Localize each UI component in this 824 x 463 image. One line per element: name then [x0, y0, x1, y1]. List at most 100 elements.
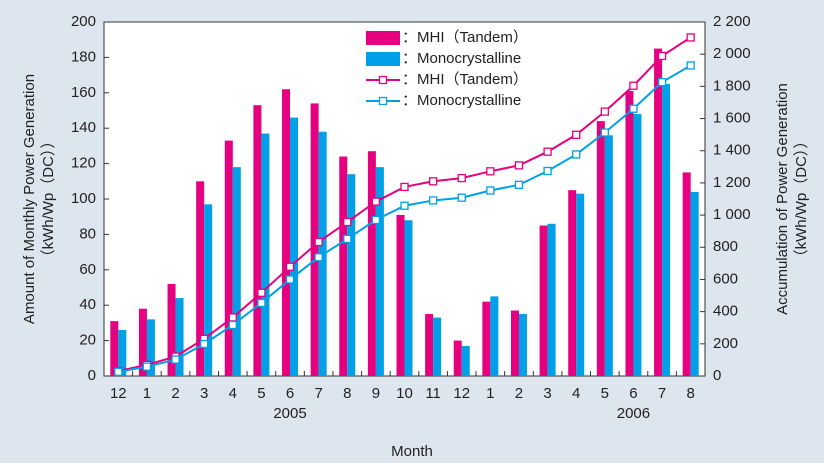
bar: [547, 223, 556, 376]
y-tick-label: 60: [79, 261, 96, 278]
legend-marker: [378, 96, 388, 106]
bar: [224, 140, 233, 376]
legend-swatch: [366, 52, 400, 66]
bar: [433, 317, 442, 376]
x-tick-label: 12: [110, 385, 127, 402]
x-tick-label: 7: [658, 385, 666, 402]
x-tick-label: 10: [396, 385, 413, 402]
y2-tick-label: 200: [713, 335, 738, 352]
y-tick-label: 0: [88, 367, 96, 384]
x-tick-label: 8: [687, 385, 695, 402]
x-tick-label: 6: [629, 385, 637, 402]
y2-tick-label: 1 800: [713, 77, 751, 94]
line-marker: [257, 298, 266, 308]
line-marker: [228, 320, 237, 330]
bar: [568, 190, 577, 376]
line-marker: [371, 215, 381, 225]
y-tick-label: 140: [71, 119, 96, 136]
x-group-label: 2006: [617, 405, 650, 422]
legend-label: ：MHI（Tandem）: [402, 29, 528, 46]
line-marker: [600, 128, 609, 137]
line-marker: [514, 180, 524, 189]
x-tick-label: 5: [601, 385, 609, 402]
line-marker: [543, 147, 552, 156]
bar: [461, 345, 470, 376]
bar: [453, 340, 462, 376]
line-marker: [314, 253, 323, 262]
y-tick-label: 200: [71, 13, 96, 30]
bar: [425, 314, 434, 376]
bar: [396, 214, 405, 376]
x-tick-label: 9: [372, 385, 380, 402]
x-tick-label: 8: [343, 385, 351, 402]
bar: [204, 204, 213, 376]
bar: [282, 89, 291, 376]
legend-label: ：Monocrystalline: [402, 50, 521, 67]
bar: [654, 48, 663, 377]
y2-axis-label: Accumulation of Power Generation: [774, 83, 791, 315]
y-tick-label: 20: [79, 332, 96, 349]
legend-swatch: [366, 31, 400, 45]
line-marker: [228, 313, 237, 322]
y2-tick-label: 800: [713, 238, 738, 255]
bar: [690, 191, 699, 376]
bar: [253, 105, 262, 376]
bar: [482, 301, 491, 376]
line-marker: [657, 78, 667, 87]
bar: [596, 121, 605, 377]
line-marker: [400, 201, 409, 210]
bar: [138, 308, 147, 376]
bar: [146, 319, 155, 376]
y-tick-label: 40: [79, 296, 96, 313]
bar: [604, 135, 613, 376]
x-tick-label: 4: [229, 385, 237, 402]
bar: [175, 298, 184, 376]
line-marker: [543, 166, 552, 176]
bar: [404, 220, 413, 376]
x-tick-label: 11: [425, 385, 441, 402]
bar: [510, 310, 519, 376]
line-marker: [572, 150, 581, 159]
x-tick-label: 7: [314, 385, 322, 402]
x-tick-label: 6: [286, 385, 294, 402]
line-marker: [285, 275, 295, 284]
bar: [662, 83, 671, 376]
bar: [633, 114, 642, 376]
bar: [518, 314, 527, 376]
x-tick-label: 5: [257, 385, 265, 402]
bar: [290, 117, 299, 376]
legend: ：MHI（Tandem） ：Monocrystalline ：MHI（Tandem）…: [362, 27, 560, 117]
y2-tick-label: 2 200: [713, 13, 751, 30]
line-marker: [514, 161, 524, 170]
bar: [118, 329, 127, 376]
line-marker: [285, 262, 295, 271]
line-marker: [428, 196, 438, 205]
legend-label: ：Monocrystalline: [402, 92, 521, 109]
y-tick-label: 120: [71, 155, 96, 172]
y2-tick-label: 1 400: [713, 142, 751, 159]
bar: [261, 133, 270, 376]
y-tick-label: 180: [71, 48, 96, 65]
y2-tick-label: 2 000: [713, 45, 751, 62]
x-tick-label: 2: [515, 385, 523, 402]
line-marker: [629, 104, 638, 113]
bar: [232, 167, 241, 376]
x-tick-label: 3: [543, 385, 551, 402]
y2-tick-label: 600: [713, 270, 738, 287]
line-marker: [572, 130, 581, 139]
x-tick-label: 1: [143, 385, 151, 402]
x-axis-label: Month: [391, 443, 433, 460]
line-marker: [343, 234, 352, 244]
bar: [339, 156, 348, 376]
line-marker: [200, 339, 209, 349]
line-marker: [171, 355, 180, 364]
y2-tick-label: 1 000: [713, 206, 751, 223]
bar: [539, 225, 548, 376]
x-tick-label: 3: [200, 385, 208, 402]
line-marker: [257, 288, 266, 297]
line-marker: [600, 107, 609, 116]
y-tick-label: 100: [71, 190, 96, 207]
bar: [490, 296, 499, 376]
x-group-label: 2005: [273, 405, 306, 422]
